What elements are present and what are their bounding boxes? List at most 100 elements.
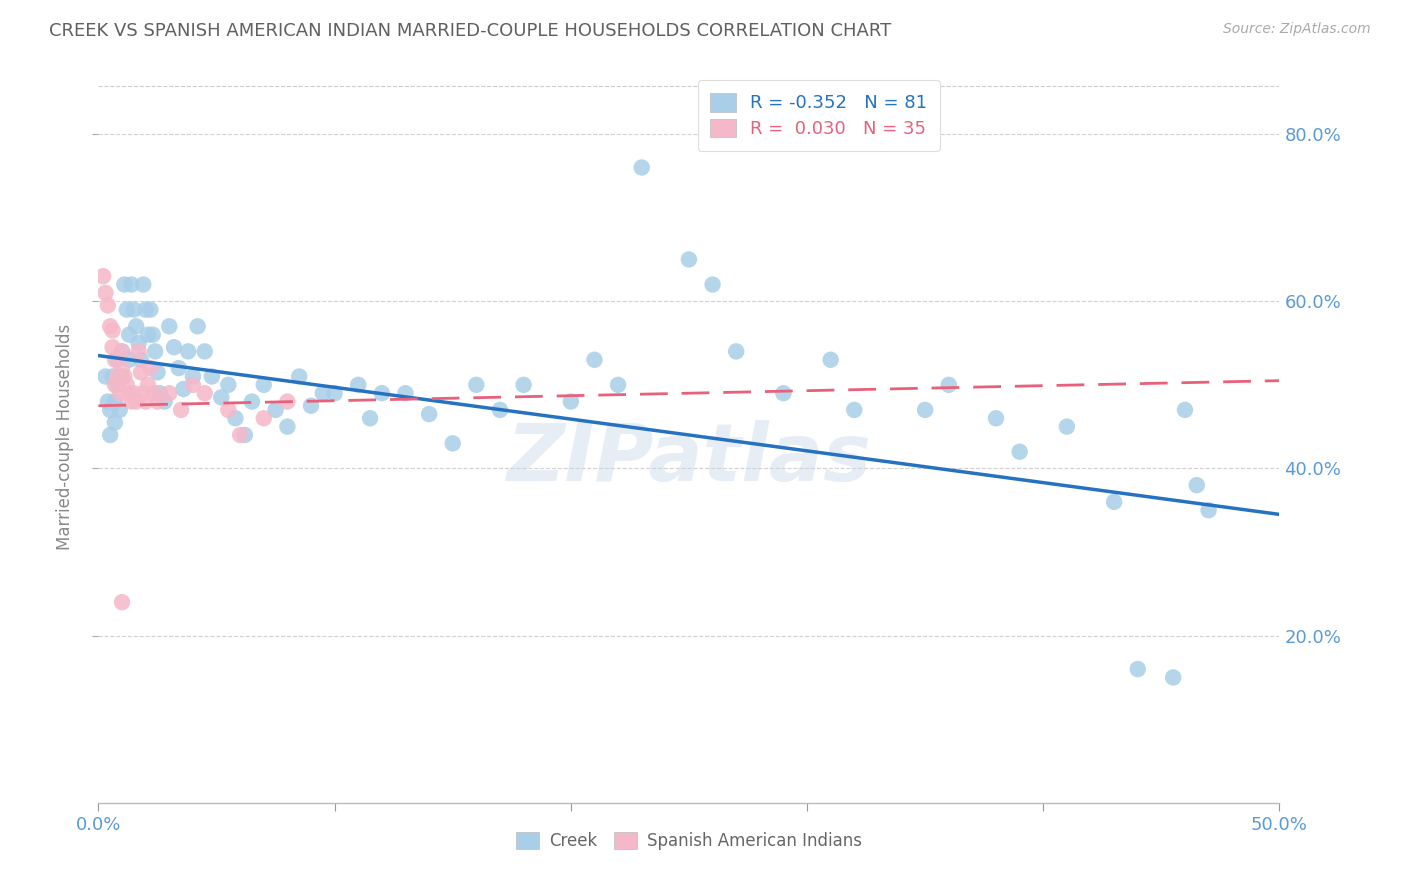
Point: [115, 377, 138, 392]
Point: [139, 361, 162, 376]
Point: [725, 344, 748, 359]
Point: [170, 403, 193, 417]
Point: [125, 394, 148, 409]
Point: [1161, 670, 1184, 684]
Point: [167, 361, 190, 376]
Point: [101, 324, 124, 338]
Point: [253, 377, 276, 392]
Point: [136, 377, 159, 392]
Point: [702, 277, 724, 292]
Point: [607, 377, 630, 392]
Point: [146, 365, 169, 379]
Point: [489, 403, 512, 417]
Point: [359, 411, 381, 425]
Point: [118, 386, 141, 401]
Text: ZIPatlas: ZIPatlas: [506, 420, 872, 498]
Point: [142, 327, 165, 342]
Point: [209, 390, 232, 404]
Text: CREEK VS SPANISH AMERICAN INDIAN MARRIED-COUPLE HOUSEHOLDS CORRELATION CHART: CREEK VS SPANISH AMERICAN INDIAN MARRIED…: [49, 22, 891, 40]
Point: [111, 344, 134, 359]
Y-axis label: Married-couple Households: Married-couple Households: [56, 324, 75, 550]
Point: [844, 403, 866, 417]
Point: [135, 394, 157, 409]
Point: [299, 399, 322, 413]
Point: [217, 403, 239, 417]
Point: [115, 302, 138, 317]
Point: [288, 369, 311, 384]
Point: [118, 352, 141, 367]
Point: [104, 377, 127, 392]
Point: [128, 344, 150, 359]
Point: [465, 377, 488, 392]
Point: [105, 352, 128, 367]
Point: [143, 386, 166, 401]
Point: [98, 428, 121, 442]
Point: [157, 319, 180, 334]
Point: [441, 436, 464, 450]
Point: [139, 302, 162, 317]
Point: [323, 386, 346, 401]
Point: [104, 352, 127, 367]
Point: [118, 327, 141, 342]
Point: [172, 382, 194, 396]
Point: [1185, 478, 1208, 492]
Point: [1008, 444, 1031, 458]
Point: [125, 319, 148, 334]
Point: [678, 252, 700, 267]
Point: [112, 369, 135, 384]
Point: [583, 352, 606, 367]
Point: [560, 394, 582, 409]
Point: [512, 377, 534, 392]
Point: [91, 269, 114, 284]
Text: Source: ZipAtlas.com: Source: ZipAtlas.com: [1223, 22, 1371, 37]
Point: [121, 277, 143, 292]
Point: [181, 369, 204, 384]
Point: [224, 411, 246, 425]
Point: [111, 369, 134, 384]
Point: [146, 394, 169, 409]
Point: [276, 394, 298, 409]
Point: [201, 369, 224, 384]
Point: [122, 386, 145, 401]
Point: [104, 416, 127, 430]
Point: [229, 428, 252, 442]
Point: [1126, 662, 1149, 676]
Point: [105, 377, 128, 392]
Point: [121, 394, 143, 409]
Point: [820, 352, 842, 367]
Point: [194, 386, 217, 401]
Point: [149, 386, 172, 401]
Point: [128, 336, 150, 351]
Point: [132, 386, 155, 401]
Point: [1174, 403, 1197, 417]
Point: [240, 394, 263, 409]
Point: [108, 403, 131, 417]
Point: [97, 394, 120, 409]
Point: [108, 386, 131, 401]
Point: [101, 340, 124, 354]
Point: [194, 344, 217, 359]
Point: [136, 327, 159, 342]
Point: [418, 407, 440, 421]
Point: [312, 386, 335, 401]
Point: [98, 319, 121, 334]
Point: [1198, 503, 1220, 517]
Point: [104, 394, 127, 409]
Point: [111, 361, 134, 376]
Point: [101, 369, 124, 384]
Point: [94, 369, 117, 384]
Point: [630, 161, 652, 175]
Point: [94, 285, 117, 300]
Point: [914, 403, 936, 417]
Point: [122, 302, 145, 317]
Point: [111, 595, 134, 609]
Point: [129, 352, 152, 367]
Point: [111, 344, 134, 359]
Point: [253, 411, 276, 425]
Point: [98, 403, 121, 417]
Point: [112, 277, 135, 292]
Point: [276, 419, 298, 434]
Point: [143, 344, 166, 359]
Point: [938, 377, 960, 392]
Point: [177, 344, 200, 359]
